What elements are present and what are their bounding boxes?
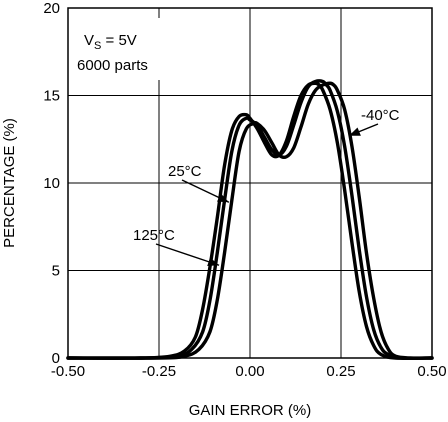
arrow-125c-head bbox=[207, 257, 220, 267]
supply-voltage-label: VS = 5V bbox=[84, 32, 137, 52]
arrow-125c bbox=[155, 243, 220, 266]
y-tick-label: 0 bbox=[52, 350, 60, 367]
y-tick-label: 10 bbox=[43, 175, 60, 192]
annotation-minus40c: -40°C bbox=[361, 107, 400, 124]
x-tick-label: -0.25 bbox=[142, 363, 176, 380]
conditions-box bbox=[70, 18, 174, 80]
y-tick-label: 5 bbox=[52, 263, 60, 280]
y-tick-label: 20 bbox=[43, 0, 60, 17]
annotation-25c: 25°C bbox=[168, 163, 202, 180]
parts-count-label: 6000 parts bbox=[77, 57, 148, 74]
x-tick-label: 0.25 bbox=[326, 363, 355, 380]
y-tick-label: 15 bbox=[43, 88, 60, 105]
distribution-curves bbox=[66, 79, 434, 360]
annotation-arrows bbox=[155, 123, 379, 267]
y-axis-label: PERCENTAGE (%) bbox=[1, 118, 18, 248]
label-bg-minus40 bbox=[358, 102, 412, 126]
grid-lines bbox=[68, 8, 432, 358]
annotation-125c: 125°C bbox=[133, 227, 175, 244]
tick-labels: -0.50 -0.25 0.00 0.25 0.50 0 5 10 15 20 bbox=[43, 0, 446, 380]
series-line-minus40c bbox=[66, 81, 434, 360]
plot-frame bbox=[67, 7, 433, 359]
x-axis-label: GAIN ERROR (%) bbox=[189, 402, 312, 419]
x-tick-label: 0.50 bbox=[417, 363, 446, 380]
series-line-25c bbox=[66, 79, 434, 360]
x-tick-label: 0.00 bbox=[235, 363, 264, 380]
x-tick-label: -0.50 bbox=[51, 363, 85, 380]
arrow-minus40c-head bbox=[349, 127, 361, 136]
arrow-25c-head bbox=[217, 193, 229, 203]
